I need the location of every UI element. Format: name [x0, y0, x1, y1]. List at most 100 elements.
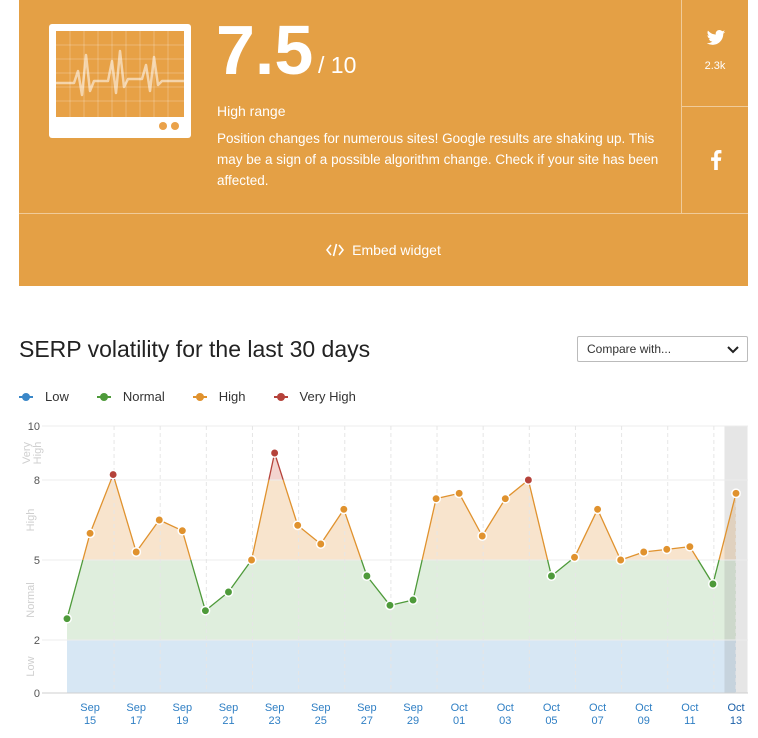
legend-item-low[interactable]: Low [19, 389, 69, 404]
x-tick-label-month: Sep [80, 702, 100, 714]
series-line-segment [181, 530, 192, 561]
embed-widget-label: Embed widget [352, 242, 441, 258]
x-tick-label-month: Oct [451, 702, 468, 714]
x-tick-label-day: 09 [638, 715, 650, 727]
x-tick-label-day: 19 [176, 715, 188, 727]
data-point [661, 544, 672, 555]
x-tick-label-day: 01 [453, 715, 465, 727]
facebook-icon[interactable] [710, 150, 722, 170]
series-line-segment [282, 479, 299, 526]
series-line-segment [114, 479, 137, 553]
x-tick-label-month: Sep [126, 702, 146, 714]
band-axis-label: Very [21, 441, 33, 464]
data-point [500, 493, 511, 504]
score-max: / 10 [318, 52, 357, 78]
data-point [731, 488, 741, 499]
data-point [361, 571, 372, 581]
series-line-segment [718, 493, 737, 561]
legend-marker-icon [273, 392, 288, 401]
series-line-segment [596, 509, 622, 561]
legend-label: Normal [122, 389, 165, 404]
data-point [269, 448, 280, 458]
series-line-segment [573, 509, 599, 558]
range-description: Position changes for numerous sites! Goo… [217, 131, 659, 188]
series-line-segment [412, 559, 423, 601]
data-point [338, 504, 349, 515]
data-point [246, 555, 257, 565]
x-tick-label-month: Sep [219, 702, 239, 714]
legend-label: High [218, 389, 246, 404]
series-line-segment [66, 559, 84, 619]
compare-with-label: Compare with... [587, 342, 672, 356]
data-point [223, 587, 234, 597]
section-title: SERP volatility for the last 30 days [19, 336, 371, 362]
y-tick-label: 10 [28, 421, 40, 433]
legend-marker-icon [192, 392, 207, 401]
data-point [385, 600, 395, 611]
x-tick-label-month: Oct [497, 702, 514, 714]
band-low [67, 640, 736, 693]
x-tick-label-month: Sep [173, 702, 193, 714]
series-line-segment [366, 575, 391, 606]
x-tick-label-day: 11 [684, 715, 695, 727]
band-normal [67, 560, 736, 640]
data-point [454, 488, 465, 499]
x-tick-label-month: Sep [265, 702, 285, 714]
data-point [62, 613, 72, 624]
range-label: High range [217, 103, 286, 119]
x-tick-label-month: Sep [403, 702, 423, 714]
x-tick-label-month: Sep [311, 702, 331, 714]
embed-widget-button[interactable]: Embed widget [19, 214, 748, 286]
y-tick-label: 0 [34, 688, 40, 700]
data-point [131, 547, 142, 557]
x-tick-label-day: 21 [222, 715, 234, 727]
code-icon [326, 243, 345, 257]
volatility-score: 7.5 [216, 11, 314, 89]
chart-legend: Low Normal High Very High [19, 389, 384, 404]
data-point [592, 504, 603, 515]
x-tick-label-day: 13 [730, 715, 742, 727]
x-tick-label-month: Sep [357, 702, 377, 714]
data-point [684, 541, 695, 552]
series-line-segment [343, 509, 362, 561]
x-tick-label-day: 05 [545, 715, 557, 727]
data-point [85, 528, 96, 539]
y-tick-label: 5 [34, 555, 40, 567]
x-tick-label-day: 29 [407, 715, 419, 727]
series-line-segment [320, 508, 345, 545]
legend-item-very-high[interactable]: Very High [273, 389, 356, 404]
series-line-segment [481, 498, 506, 537]
data-point [523, 475, 534, 485]
data-point [615, 555, 626, 565]
heartbeat-icon [56, 31, 184, 117]
compare-with-select[interactable]: Compare with... [577, 336, 748, 362]
twitter-icon[interactable] [706, 28, 726, 48]
data-point [707, 579, 718, 589]
series-line-segment [421, 498, 437, 561]
data-point [154, 515, 165, 525]
band-axis-label: Normal [25, 582, 37, 617]
data-point [108, 469, 119, 480]
band-axis-label: High [25, 509, 37, 532]
twitter-share[interactable]: 2.3k [682, 0, 748, 107]
series-line-segment [190, 559, 207, 611]
legend-item-high[interactable]: High [192, 389, 246, 404]
legend-marker-icon [19, 392, 33, 401]
x-tick-label-day: 25 [315, 715, 327, 727]
band-axis-label: Low [25, 656, 37, 676]
share-panel: 2.3k [681, 0, 748, 214]
data-point [315, 539, 326, 549]
data-point [408, 595, 418, 605]
x-tick-label-day: 23 [268, 715, 280, 727]
widget-main: 7.5 / 10 High range Position changes for… [19, 0, 681, 214]
monitor-icon [49, 24, 191, 138]
monitor-dot [159, 122, 167, 130]
data-point [638, 547, 649, 557]
band-high [67, 480, 736, 560]
monitor-dot [171, 122, 179, 130]
volatility-widget: 7.5 / 10 High range Position changes for… [19, 0, 748, 286]
x-tick-label-month: Oct [589, 702, 606, 714]
series-line-segment [458, 493, 483, 537]
legend-item-normal[interactable]: Normal [96, 389, 165, 404]
